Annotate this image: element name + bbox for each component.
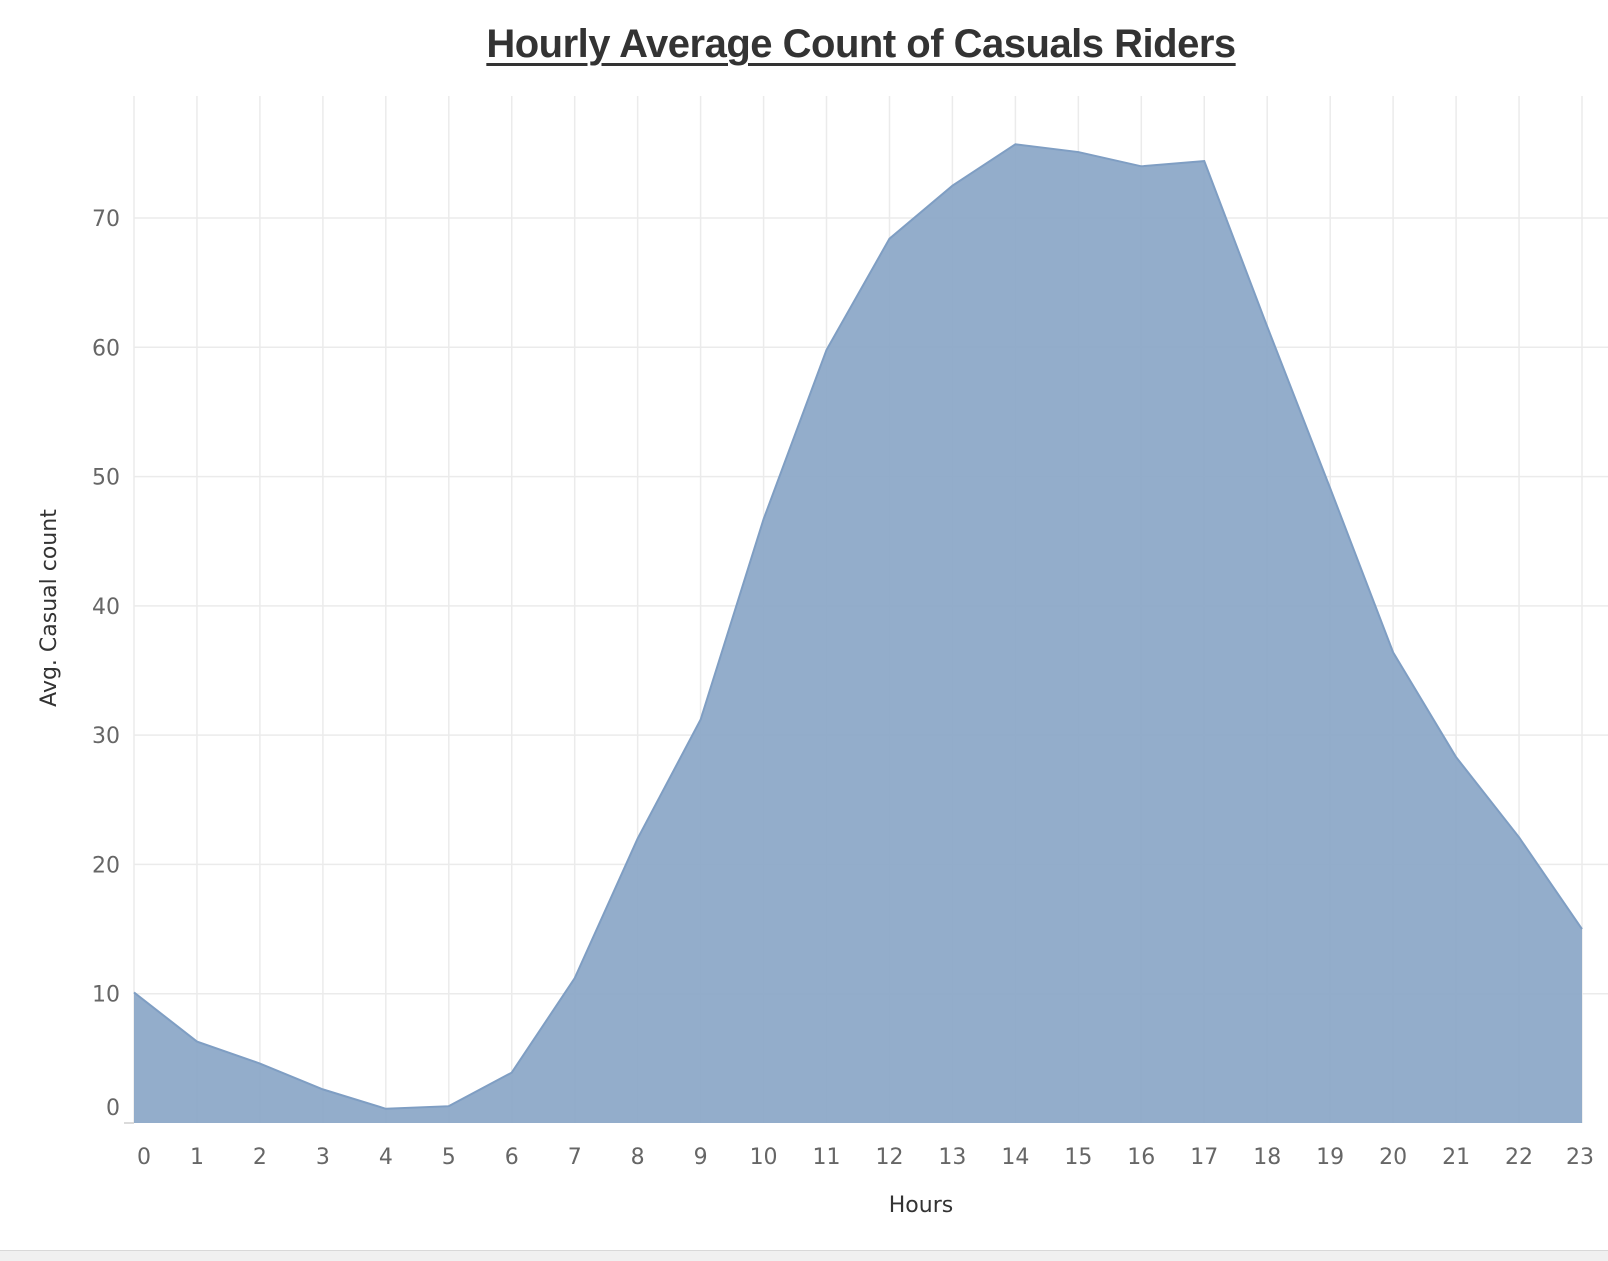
x-tick-label-16: 16 — [1127, 1145, 1155, 1170]
x-tick-label-4: 4 — [379, 1145, 393, 1170]
y-tick-label-30: 30 — [92, 724, 120, 749]
x-tick-label-23: 23 — [1566, 1145, 1594, 1170]
x-tick-label-14: 14 — [1001, 1145, 1029, 1170]
area-fill — [134, 144, 1582, 1123]
y-tick-label-0: 0 — [106, 1096, 120, 1121]
x-tick-label-5: 5 — [442, 1145, 456, 1170]
x-tick-label-7: 7 — [568, 1145, 582, 1170]
y-tick-label-40: 40 — [92, 595, 120, 620]
y-tick-label-50: 50 — [92, 466, 120, 491]
x-tick-label-21: 21 — [1442, 1145, 1470, 1170]
x-tick-label-17: 17 — [1190, 1145, 1218, 1170]
x-tick-label-20: 20 — [1379, 1145, 1407, 1170]
x-tick-label-19: 19 — [1316, 1145, 1344, 1170]
x-tick-label-6: 6 — [505, 1145, 519, 1170]
x-tick-label-2: 2 — [253, 1145, 267, 1170]
x-axis-title: Hours — [889, 1193, 953, 1218]
x-tick-label-8: 8 — [631, 1145, 645, 1170]
x-tick-label-15: 15 — [1064, 1145, 1092, 1170]
x-tick-label-3: 3 — [316, 1145, 330, 1170]
x-tick-label-0: 0 — [137, 1145, 151, 1170]
area-layer — [134, 144, 1582, 1123]
y-axis-title: Avg. Casual count — [37, 509, 62, 707]
y-tick-label-60: 60 — [92, 336, 120, 361]
bottom-scrollbar-track — [0, 1250, 1608, 1261]
x-tick-label-13: 13 — [938, 1145, 966, 1170]
x-tick-label-22: 22 — [1505, 1145, 1533, 1170]
x-tick-label-9: 9 — [694, 1145, 708, 1170]
x-tick-label-18: 18 — [1253, 1145, 1281, 1170]
x-tick-label-11: 11 — [813, 1145, 841, 1170]
y-tick-label-20: 20 — [92, 853, 120, 878]
x-tick-label-1: 1 — [190, 1145, 204, 1170]
x-tick-label-12: 12 — [875, 1145, 903, 1170]
y-tick-label-70: 70 — [92, 207, 120, 232]
x-tick-label-10: 10 — [750, 1145, 778, 1170]
y-tick-label-10: 10 — [92, 983, 120, 1008]
y-axis: 0 10 20 30 40 50 60 70 — [92, 207, 134, 1123]
